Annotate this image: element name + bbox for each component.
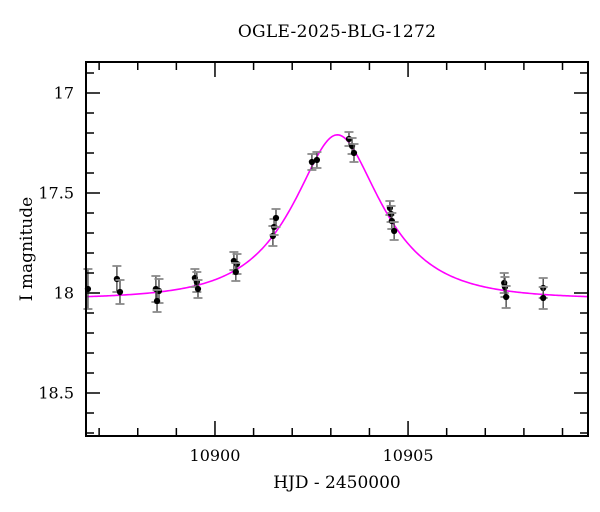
x-tick-label: 10900 xyxy=(190,446,241,465)
data-point xyxy=(269,232,276,240)
data-point xyxy=(308,158,315,166)
data-point xyxy=(116,288,124,296)
data-point xyxy=(194,285,202,293)
data-point xyxy=(391,227,398,235)
data-point xyxy=(153,297,161,305)
data-point xyxy=(503,293,510,301)
x-tick-label: 10905 xyxy=(383,446,434,465)
data-point xyxy=(232,268,239,276)
x-axis-label: HJD - 2450000 xyxy=(273,473,401,493)
y-tick-label: 17.5 xyxy=(38,184,74,203)
plot-frame xyxy=(85,61,589,437)
data-point xyxy=(272,214,280,222)
y-tick-label: 17 xyxy=(54,84,74,103)
chart-title: OGLE-2025-BLG-1272 xyxy=(237,22,437,42)
y-tick-label: 18 xyxy=(54,284,74,303)
y-axis-label: I magnitude xyxy=(17,196,37,302)
data-point xyxy=(350,149,358,157)
data-point xyxy=(113,275,120,283)
data-point xyxy=(387,210,395,218)
model-curve xyxy=(85,134,589,298)
data-point xyxy=(501,283,509,291)
data-point xyxy=(313,156,321,164)
data-point xyxy=(233,260,241,268)
data-point xyxy=(345,135,353,143)
y-tick-label: 18.5 xyxy=(38,384,74,403)
data-point xyxy=(540,294,547,302)
